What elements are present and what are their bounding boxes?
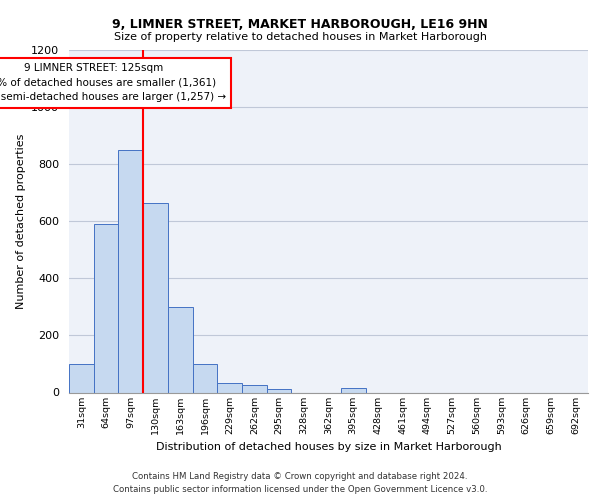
X-axis label: Distribution of detached houses by size in Market Harborough: Distribution of detached houses by size … xyxy=(155,442,502,452)
Bar xyxy=(94,224,118,392)
Text: Contains HM Land Registry data © Crown copyright and database right 2024.
Contai: Contains HM Land Registry data © Crown c… xyxy=(113,472,487,494)
Bar xyxy=(341,388,365,392)
Bar xyxy=(69,364,94,392)
Bar xyxy=(143,202,168,392)
Text: 9, LIMNER STREET, MARKET HARBOROUGH, LE16 9HN: 9, LIMNER STREET, MARKET HARBOROUGH, LE1… xyxy=(112,18,488,30)
Bar xyxy=(217,383,242,392)
Text: Size of property relative to detached houses in Market Harborough: Size of property relative to detached ho… xyxy=(113,32,487,42)
Bar xyxy=(267,389,292,392)
Bar xyxy=(242,386,267,392)
Text: 9 LIMNER STREET: 125sqm
← 52% of detached houses are smaller (1,361)
48% of semi: 9 LIMNER STREET: 125sqm ← 52% of detache… xyxy=(0,63,226,102)
Y-axis label: Number of detached properties: Number of detached properties xyxy=(16,134,26,309)
Bar xyxy=(168,307,193,392)
Bar xyxy=(118,150,143,392)
Bar xyxy=(193,364,217,392)
